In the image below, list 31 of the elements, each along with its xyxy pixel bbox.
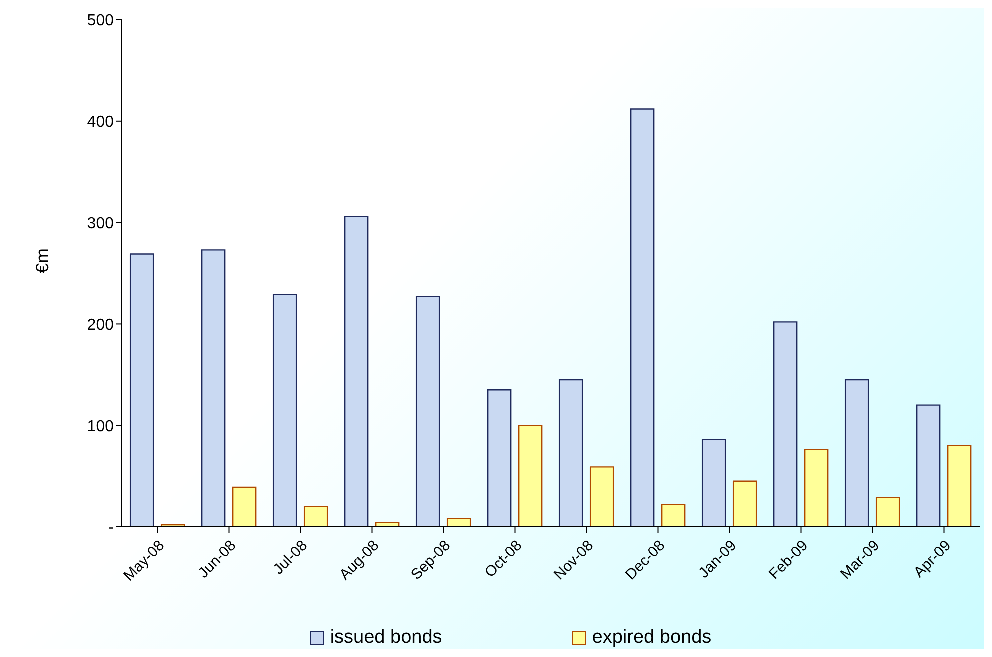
- bar: [590, 466, 614, 527]
- bar: [630, 108, 655, 527]
- bar: [487, 390, 512, 527]
- bar: [558, 379, 584, 527]
- bar: [732, 480, 758, 527]
- bar: [130, 254, 154, 527]
- bar: [344, 216, 369, 527]
- bar: [446, 518, 472, 527]
- y-tick-label: 400: [87, 114, 114, 132]
- y-tick-label: 200: [87, 316, 114, 334]
- bar: [416, 296, 440, 527]
- bar: [661, 504, 686, 527]
- bar: [201, 250, 226, 527]
- bar: [804, 449, 829, 527]
- bar: [304, 506, 328, 527]
- y-tick-label: -: [108, 520, 114, 537]
- bar: [272, 294, 298, 527]
- legend-label: expired bonds: [592, 627, 712, 649]
- y-axis-title: €m: [32, 248, 52, 274]
- legend-label: issued bonds: [330, 627, 442, 649]
- bar: [916, 404, 941, 527]
- y-tick-label: 300: [87, 215, 114, 232]
- bar: [773, 322, 798, 527]
- bar: [876, 496, 900, 527]
- bar: [232, 486, 257, 527]
- bar: [947, 445, 972, 527]
- bar: [518, 425, 543, 527]
- bar: [702, 439, 726, 527]
- bar: [844, 379, 870, 527]
- y-tick-label: 500: [87, 12, 114, 30]
- y-tick-label: 100: [87, 418, 114, 436]
